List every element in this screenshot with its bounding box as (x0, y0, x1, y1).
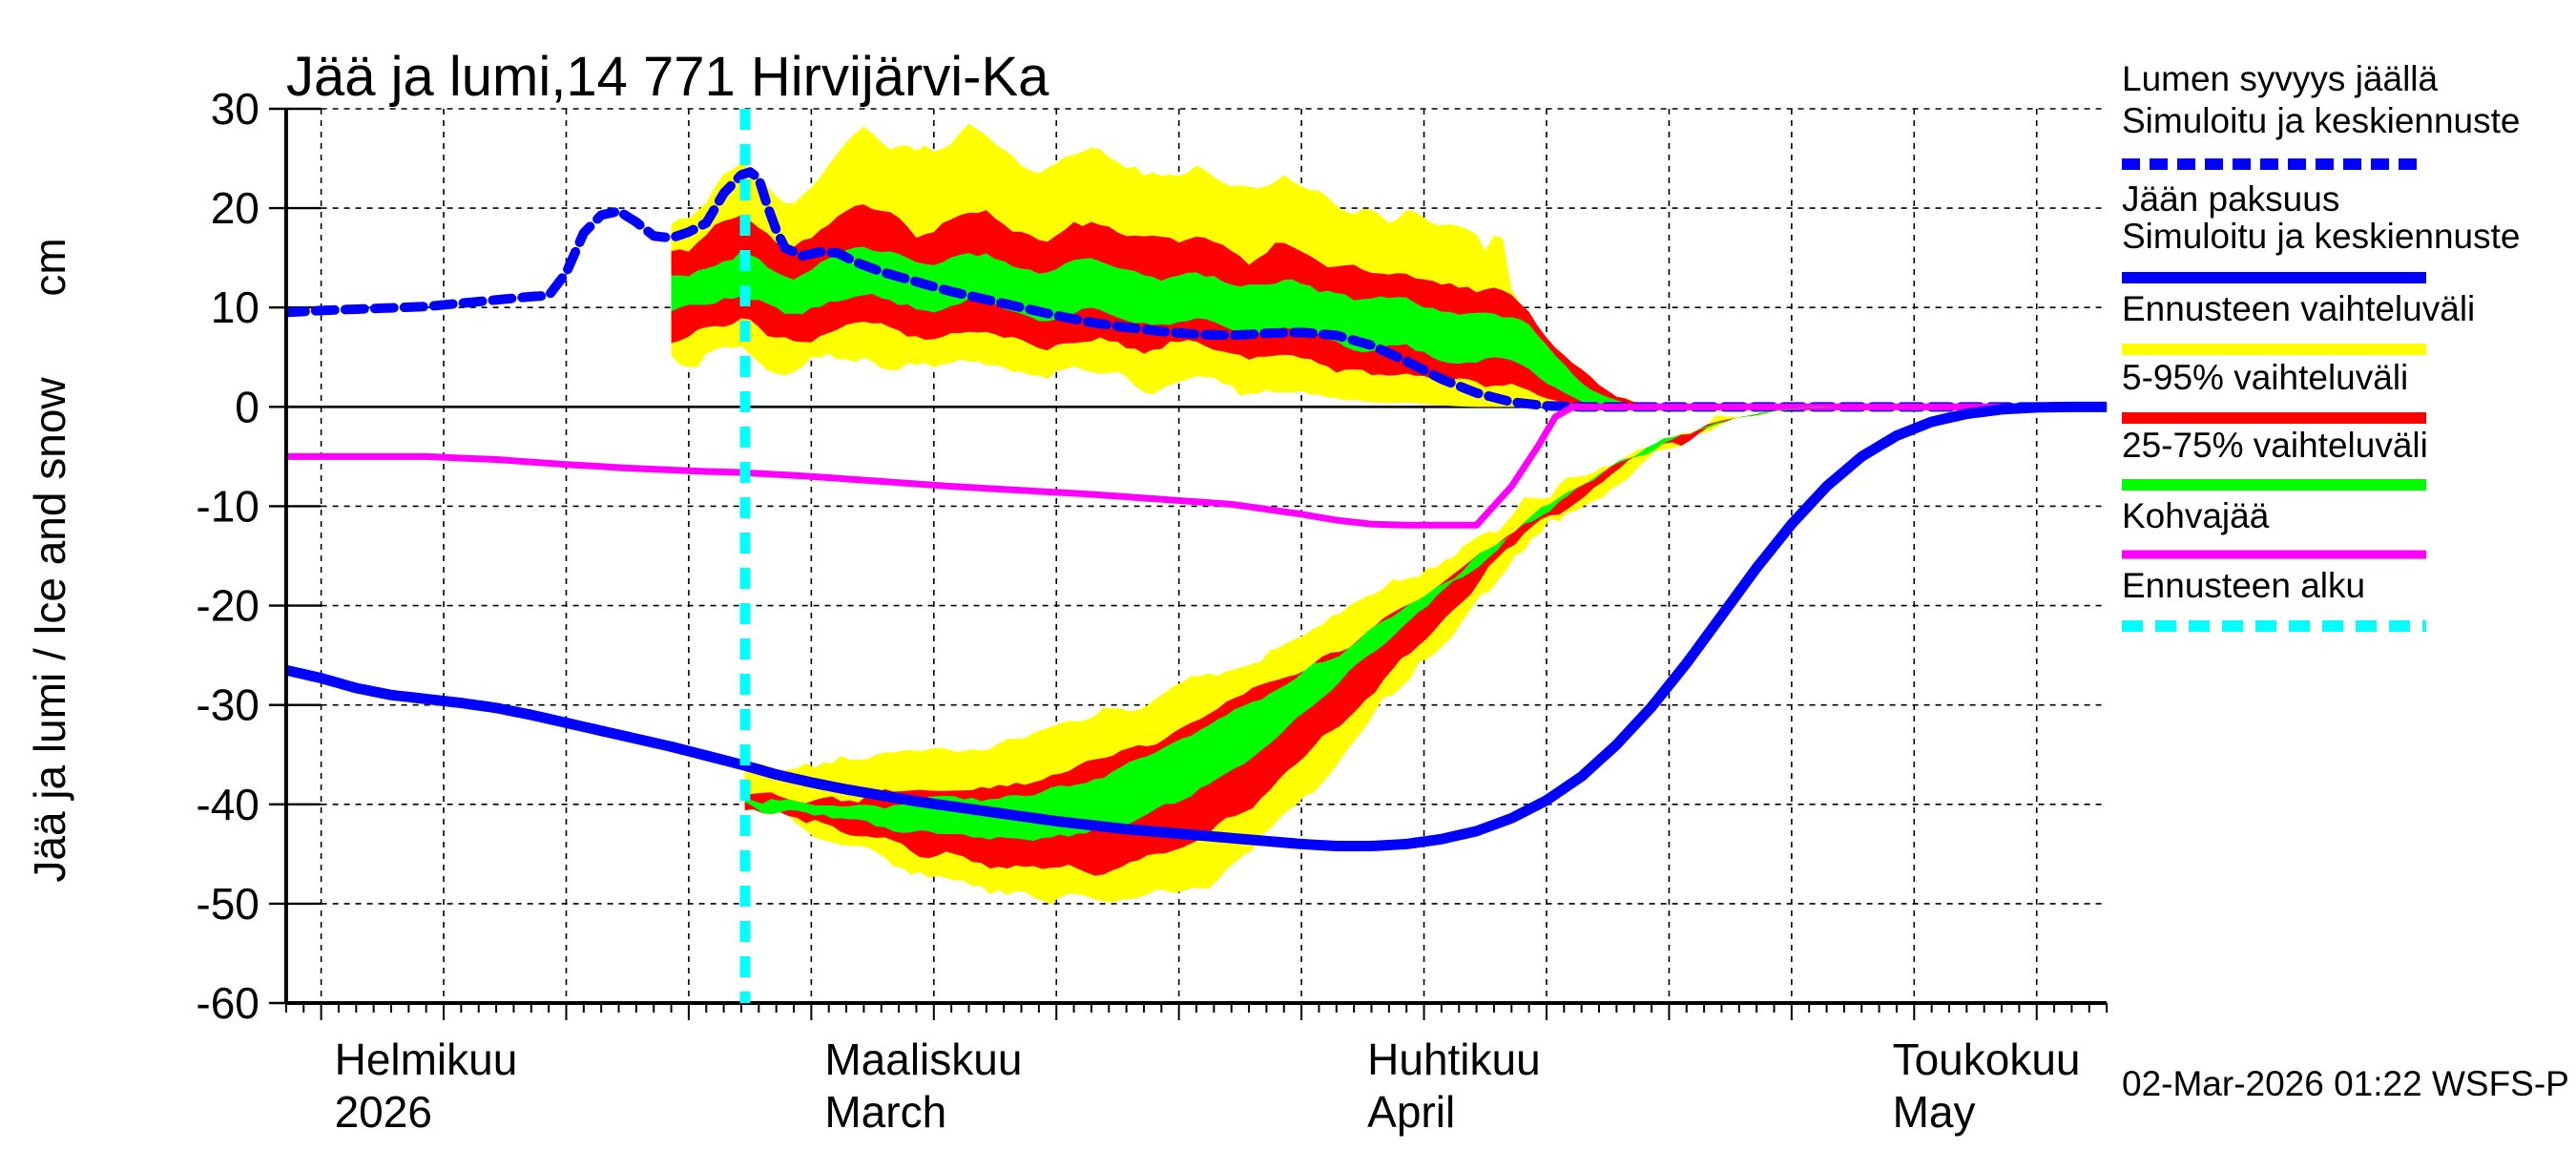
svg-text:cm: cm (25, 238, 74, 296)
svg-text:-60: -60 (196, 978, 259, 1028)
svg-text:Lumen syvyys jäällä: Lumen syvyys jäällä (2122, 59, 2439, 98)
svg-text:0: 0 (235, 382, 260, 431)
svg-text:-30: -30 (196, 680, 259, 730)
svg-text:-40: -40 (196, 780, 259, 829)
svg-text:Simuloitu ja keskiennuste: Simuloitu ja keskiennuste (2122, 101, 2521, 140)
svg-text:Toukokuu: Toukokuu (1893, 1035, 2081, 1084)
svg-text:-20: -20 (196, 581, 259, 631)
svg-text:2026: 2026 (335, 1087, 432, 1137)
svg-text:5-95% vaihteluväli: 5-95% vaihteluväli (2122, 358, 2408, 397)
svg-text:-50: -50 (196, 879, 259, 929)
svg-text:Helmikuu: Helmikuu (335, 1035, 518, 1084)
svg-text:Ennusteen alku: Ennusteen alku (2122, 566, 2365, 605)
svg-text:10: 10 (211, 282, 260, 332)
svg-text:Maaliskuu: Maaliskuu (824, 1035, 1022, 1084)
svg-text:Huhtikuu: Huhtikuu (1367, 1035, 1541, 1084)
svg-text:02-Mar-2026 01:22 WSFS-P: 02-Mar-2026 01:22 WSFS-P (2122, 1064, 2569, 1103)
svg-text:20: 20 (211, 183, 260, 233)
svg-text:Simuloitu ja keskiennuste: Simuloitu ja keskiennuste (2122, 217, 2521, 256)
svg-text:Kohvajää: Kohvajää (2122, 496, 2270, 535)
svg-text:30: 30 (211, 84, 260, 134)
svg-text:April: April (1367, 1087, 1455, 1137)
svg-text:Jää ja lumi,14 771 Hirvijärvi-: Jää ja lumi,14 771 Hirvijärvi-Ka (286, 46, 1049, 108)
svg-text:March: March (824, 1087, 946, 1137)
svg-text:Ennusteen vaihteluväli: Ennusteen vaihteluväli (2122, 289, 2475, 328)
svg-text:-10: -10 (196, 481, 259, 531)
svg-text:May: May (1893, 1087, 1976, 1137)
svg-text:Jään paksuus: Jään paksuus (2122, 179, 2339, 219)
svg-text:25-75% vaihteluväli: 25-75% vaihteluväli (2122, 426, 2428, 465)
svg-text:Jää ja lumi / Ice and snow: Jää ja lumi / Ice and snow (25, 377, 74, 883)
